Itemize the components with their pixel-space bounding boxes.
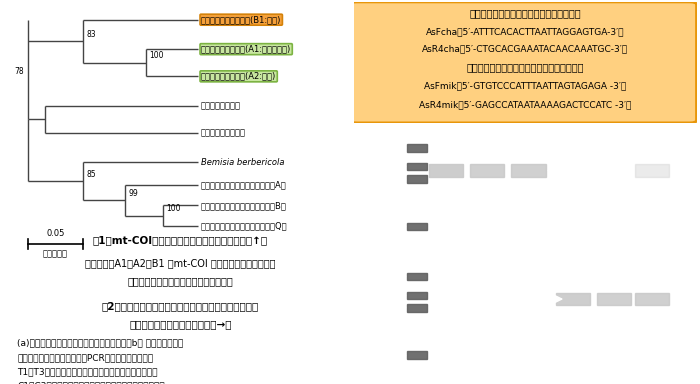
- Text: (a)チャトゲコナジラミ特異的プライマー、（b） ミカントゲコナ: (a)チャトゲコナジラミ特異的プライマー、（b） ミカントゲコナ: [18, 338, 183, 347]
- Bar: [470, 164, 505, 177]
- Text: C1: C1: [567, 131, 579, 139]
- Text: C1～C3：ミカントゲコナジラミ静岡、京都、大分産個体: C1～C3：ミカントゲコナジラミ静岡、京都、大分産個体: [18, 381, 165, 384]
- Text: 500 bp: 500 bp: [382, 177, 402, 182]
- Text: タバココナジラミ（バイオタイプB）: タバココナジラミ（バイオタイプB）: [201, 201, 287, 210]
- Text: T1～T3：チャトゲコナジラミ静岡、京都、福岡産個体: T1～T3：チャトゲコナジラミ静岡、京都、福岡産個体: [18, 367, 158, 376]
- Text: AsR4mik（5′-GAGCCATAATAAAAGACTCCATC -3′）: AsR4mik（5′-GAGCCATAATAAAAGACTCCATC -3′）: [419, 100, 631, 109]
- Bar: [635, 293, 669, 305]
- Text: タバココナジラミ（バイオタイプQ）: タバココナジラミ（バイオタイプQ）: [201, 221, 288, 230]
- Text: 700 bp: 700 bp: [382, 293, 402, 298]
- Text: ミカントゲコナジラミ(B1:日本): ミカントゲコナジラミ(B1:日本): [201, 15, 281, 24]
- Text: （　）内のA1、A2、B1 はmt-COI 遺伝子の遺伝子型を示す: （ ）内のA1、A2、B1 はmt-COI 遺伝子の遺伝子型を示す: [85, 258, 276, 268]
- Bar: [511, 164, 545, 177]
- Text: (a): (a): [364, 131, 378, 141]
- FancyBboxPatch shape: [350, 2, 696, 123]
- Text: 682 bp: 682 bp: [571, 320, 603, 329]
- Text: 100: 100: [149, 51, 164, 61]
- Text: 100 bp: 100 bp: [382, 224, 402, 229]
- Text: T2: T2: [482, 259, 493, 268]
- Text: 図2　種特異的プライマーによるチャトゲコナジラミと: 図2 種特異的プライマーによるチャトゲコナジラミと: [102, 301, 259, 311]
- Bar: [407, 273, 427, 280]
- Text: 図中の数値はブートストラップ値を示す: 図中の数値はブートストラップ値を示す: [127, 276, 233, 286]
- Text: 1000 bp: 1000 bp: [379, 274, 402, 279]
- Text: ラミ特異的プライマーによるPCR産物の電気泳動写真: ラミ特異的プライマーによるPCR産物の電気泳動写真: [18, 353, 153, 362]
- Text: 100 bp: 100 bp: [382, 353, 402, 358]
- Text: 図1　mt-COIの塩基配列による遺伝的類縁関係（↑）: 図1 mt-COIの塩基配列による遺伝的類縁関係（↑）: [92, 235, 268, 245]
- Text: 700 bp: 700 bp: [382, 164, 402, 169]
- Text: T2: T2: [482, 131, 493, 139]
- Text: C2: C2: [608, 259, 620, 268]
- Bar: [407, 144, 427, 152]
- Text: 78: 78: [15, 67, 24, 76]
- Text: チャトゲコナジラミ(A2:中国): チャトゲコナジラミ(A2:中国): [201, 72, 276, 81]
- Text: 99: 99: [128, 189, 138, 198]
- Text: 遺伝的距離: 遺伝的距離: [43, 250, 68, 259]
- Text: ミカントゲコナジラミの識別（→）: ミカントゲコナジラミの識別（→）: [129, 319, 232, 329]
- Text: Bemisia berbericola: Bemisia berbericola: [201, 158, 284, 167]
- Text: T1: T1: [440, 131, 452, 139]
- Text: 【ミカントゲコナジラミ特異的プライマー】: 【ミカントゲコナジラミ特異的プライマー】: [466, 62, 584, 73]
- Text: 85: 85: [87, 170, 97, 179]
- Text: タバココナジラミ（バイオタイプA）: タバココナジラミ（バイオタイプA）: [201, 180, 287, 190]
- Bar: [597, 293, 631, 305]
- Text: チャトゲコナジラミ(A1:日本・中国): チャトゲコナジラミ(A1:日本・中国): [201, 45, 291, 54]
- Text: (b): (b): [364, 259, 379, 269]
- Text: T3: T3: [523, 131, 534, 139]
- Text: C1: C1: [567, 259, 579, 268]
- Text: T1: T1: [440, 259, 452, 268]
- Text: AsR4cha（5′-CTGCACGAAATACAACAAATGC-3′）: AsR4cha（5′-CTGCACGAAATACAACAAATGC-3′）: [422, 44, 628, 53]
- Text: C2: C2: [608, 131, 620, 139]
- Bar: [556, 293, 590, 305]
- Text: AsFcha（5′-ATTTCACACTTAATTAGGAGTGA-3′）: AsFcha（5′-ATTTCACACTTAATTAGGAGTGA-3′）: [426, 27, 624, 36]
- Text: 83: 83: [87, 30, 97, 39]
- Text: AsFmik（5′-GTGTCCCATTTAATTAGTAGAGA -3′）: AsFmik（5′-GTGTCCCATTTAATTAGTAGAGA -3′）: [424, 82, 626, 91]
- Text: C3: C3: [646, 131, 658, 139]
- Text: 【チャトゲコナジラミ特異的プライマー】: 【チャトゲコナジラミ特異的プライマー】: [469, 8, 581, 18]
- Text: 500 bp: 500 bp: [382, 305, 402, 310]
- Text: 688 bp: 688 bp: [571, 192, 603, 200]
- Bar: [407, 351, 427, 359]
- Text: 100: 100: [167, 204, 181, 214]
- Text: C3: C3: [646, 259, 658, 268]
- Bar: [635, 164, 669, 177]
- Bar: [407, 291, 427, 299]
- Text: T3: T3: [523, 259, 534, 268]
- Text: 1000 bp: 1000 bp: [379, 146, 402, 151]
- Text: ツバキコナジラミ: ツバキコナジラミ: [201, 101, 241, 110]
- Bar: [407, 304, 427, 311]
- Text: オンシツコナジラミ: オンシツコナジラミ: [201, 129, 246, 137]
- Bar: [407, 175, 427, 183]
- Bar: [429, 164, 463, 177]
- Bar: [407, 223, 427, 230]
- Bar: [407, 163, 427, 170]
- Text: 0.05: 0.05: [46, 229, 64, 238]
